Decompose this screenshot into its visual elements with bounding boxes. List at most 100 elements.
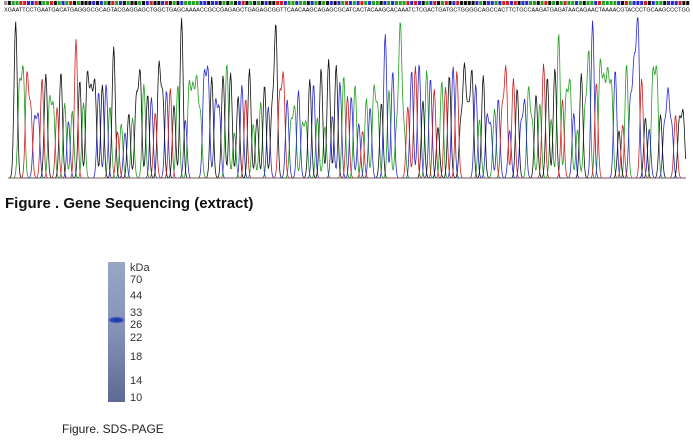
base-box [4,1,8,5]
base-box [536,1,540,5]
base-box [226,1,230,5]
base-box [207,1,211,5]
base-box [23,1,27,5]
base-box [145,1,149,5]
base-box [302,1,306,5]
base-box [375,1,379,5]
base-box [529,1,533,5]
base-box [19,1,23,5]
base-box [15,1,19,5]
base-box [291,1,295,5]
base-box [571,1,575,5]
base-box [540,1,544,5]
base-box [176,1,180,5]
base-box [253,1,257,5]
base-box [199,1,203,5]
base-box [230,1,234,5]
base-box [379,1,383,5]
base-box [287,1,291,5]
base-box [521,1,525,5]
base-box [299,1,303,5]
base-box [107,1,111,5]
base-box [617,1,621,5]
base-box [444,1,448,5]
base-box [590,1,594,5]
base-box [628,1,632,5]
base-box [402,1,406,5]
base-box [578,1,582,5]
base-box [471,1,475,5]
base-box [187,1,192,5]
base-box [122,1,126,5]
base-box [463,1,467,5]
base-box [490,1,494,5]
base-box [72,1,77,5]
base-box [88,1,92,5]
base-box [138,1,142,5]
base-box [195,1,199,5]
base-box [57,1,61,5]
base-box [264,1,268,5]
base-box [249,1,253,5]
base-box [237,1,241,5]
base-box [42,1,46,5]
base-box [164,1,169,5]
base-box [544,1,548,5]
gel-band [107,316,126,324]
base-box [383,1,387,5]
base-box [555,1,559,5]
base-box [498,1,502,5]
base-box [559,1,563,5]
base-box [525,1,529,5]
base-box [30,1,34,5]
base-box [306,1,310,5]
base-box [233,1,238,5]
gel-unit: kDa [130,262,150,274]
base-box [314,1,318,5]
base-box [647,1,651,5]
base-box [483,1,487,5]
base-box [341,1,345,5]
base-box [256,1,261,5]
base-box [517,1,521,5]
base-box [7,1,11,5]
trace [8,22,686,179]
base-box [425,1,429,5]
base-box [222,1,226,5]
base-box [49,1,54,5]
base-box [674,1,678,5]
base-box [80,1,84,5]
base-box [149,1,153,5]
base-box [260,1,264,5]
base-box [118,1,123,5]
base-box [548,1,552,5]
base-box [506,1,510,5]
base-box [414,1,418,5]
base-box [575,1,579,5]
base-color-strip [4,1,690,5]
base-box [26,1,31,5]
base-box [448,1,452,5]
marker-label: 33 [130,307,142,319]
base-box [157,1,161,5]
base-box [479,1,483,5]
gel-lane [108,262,125,402]
base-box [11,1,15,5]
base-box [279,1,283,5]
base-box [651,1,655,5]
base-box [613,1,617,5]
base-box [168,1,172,5]
base-box [348,1,352,5]
base-box [141,1,146,5]
base-box [636,1,640,5]
base-box [364,1,368,5]
base-box [337,1,341,5]
base-box [452,1,456,5]
chromatogram [8,17,686,179]
base-box [34,1,38,5]
base-box [84,1,88,5]
base-box [552,1,556,5]
base-box [210,1,215,5]
base-box [605,1,609,5]
